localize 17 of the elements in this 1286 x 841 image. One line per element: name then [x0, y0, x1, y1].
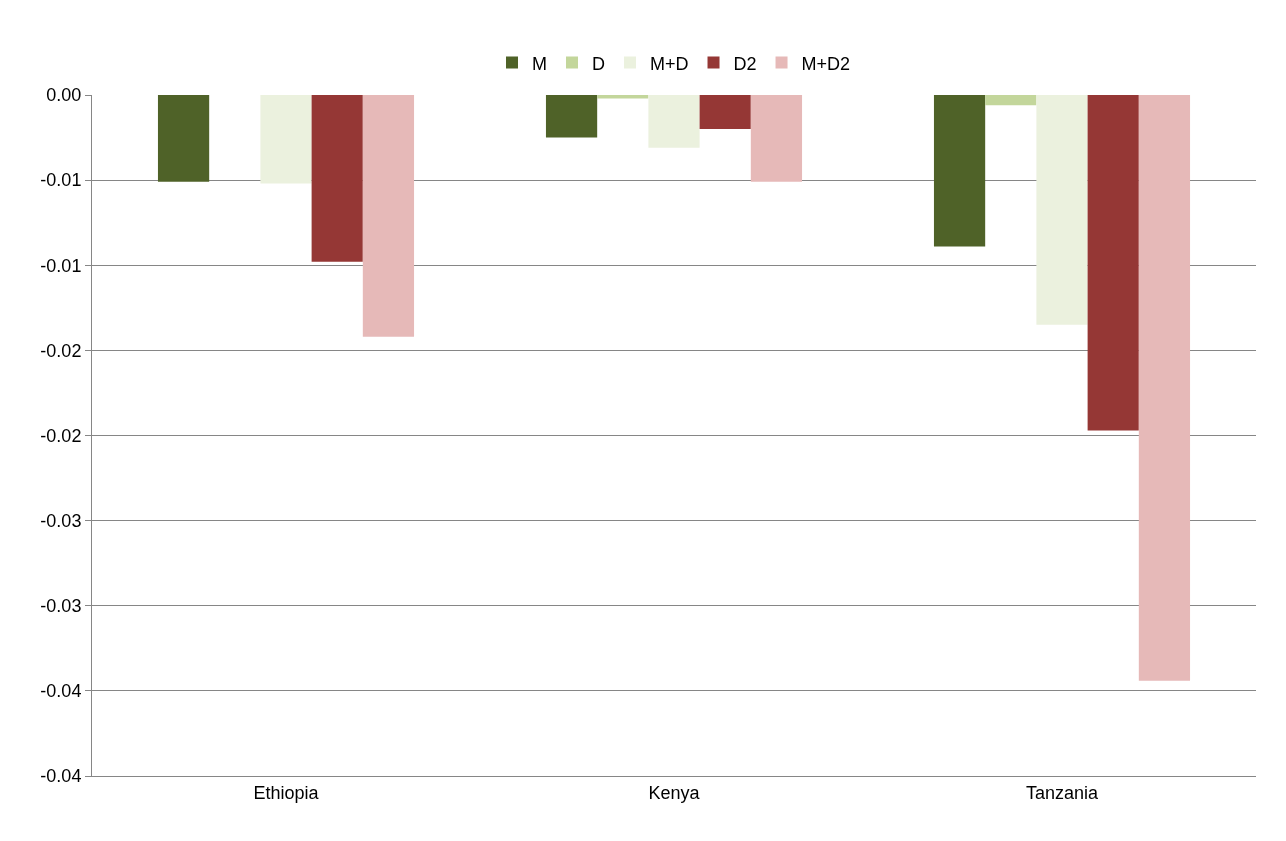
y-tick-label: -0.03 [40, 596, 82, 617]
y-tick-label: -0.03 [40, 510, 82, 531]
y-tick-label: -0.04 [40, 766, 82, 787]
x-tick-label: Ethiopia [253, 782, 320, 803]
y-tick-label: -0.01 [40, 255, 82, 276]
legend-label: M+D [650, 53, 689, 74]
y-tick-label: 0.00 [46, 85, 82, 106]
y-tick-label: -0.01 [40, 170, 82, 191]
y-tick-label: -0.04 [40, 681, 82, 702]
legend-label: D [592, 53, 605, 74]
y-tick-label: -0.02 [40, 340, 82, 361]
legend-label: M+D2 [801, 53, 851, 74]
x-tick-label: Tanzania [1025, 782, 1100, 803]
x-tick-label: Kenya [648, 782, 701, 803]
y-tick-label: -0.02 [40, 425, 82, 446]
legend-label: M [532, 53, 547, 74]
legend-label: D2 [733, 53, 757, 74]
